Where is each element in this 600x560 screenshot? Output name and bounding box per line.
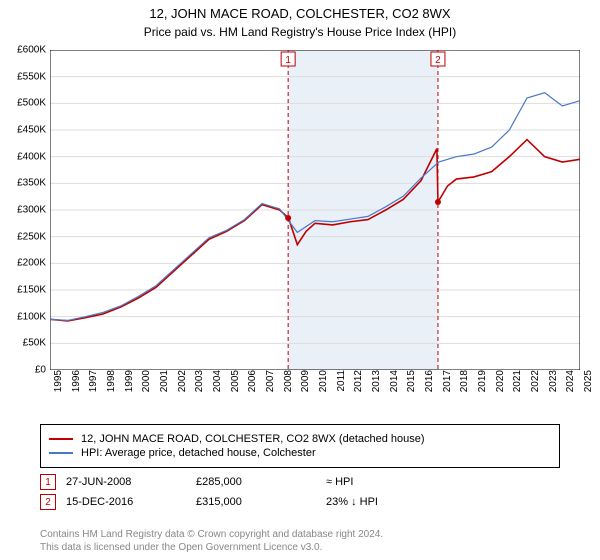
x-tick-label: 2015 [406, 370, 417, 410]
x-tick-label: 2017 [442, 370, 453, 410]
x-tick-label: 2022 [530, 370, 541, 410]
x-tick-label: 2025 [583, 370, 594, 410]
plot-area: 12 [50, 50, 580, 370]
x-tick-label: 2021 [512, 370, 523, 410]
x-tick-label: 2007 [265, 370, 276, 410]
legend-item: HPI: Average price, detached house, Colc… [49, 447, 551, 459]
sale-vs-hpi: 23% ↓ HPI [326, 496, 456, 508]
x-tick-label: 2001 [159, 370, 170, 410]
sale-badge: 2 [40, 494, 56, 510]
legend-swatch [49, 438, 73, 440]
y-tick-label: £200K [17, 258, 46, 269]
x-tick-label: 2012 [353, 370, 364, 410]
x-tick-label: 2023 [548, 370, 559, 410]
y-axis: £0£50K£100K£150K£200K£250K£300K£350K£400… [0, 50, 48, 370]
x-tick-label: 1999 [124, 370, 135, 410]
license-line-2: This data is licensed under the Open Gov… [40, 541, 560, 554]
sale-date: 15-DEC-2016 [66, 496, 196, 508]
svg-text:2: 2 [435, 55, 441, 66]
license-line-1: Contains HM Land Registry data © Crown c… [40, 528, 560, 541]
x-tick-label: 2000 [141, 370, 152, 410]
y-tick-label: £300K [17, 205, 46, 216]
chart-svg: 12 [50, 50, 580, 370]
license-text: Contains HM Land Registry data © Crown c… [40, 528, 560, 554]
y-tick-label: £600K [17, 45, 46, 56]
sale-date: 27-JUN-2008 [66, 476, 196, 488]
svg-text:1: 1 [285, 55, 291, 66]
legend-item: 12, JOHN MACE ROAD, COLCHESTER, CO2 8WX … [49, 433, 551, 445]
y-tick-label: £150K [17, 285, 46, 296]
chart-subtitle: Price paid vs. HM Land Registry's House … [0, 21, 600, 45]
x-tick-label: 2004 [212, 370, 223, 410]
y-tick-label: £450K [17, 125, 46, 136]
chart-container: 12, JOHN MACE ROAD, COLCHESTER, CO2 8WX … [0, 0, 600, 560]
x-tick-label: 1997 [88, 370, 99, 410]
x-axis: 1995 1996 1997 1998 1999 2000 2001 2002 2003 2004… [50, 372, 580, 412]
x-tick-label: 2002 [177, 370, 188, 410]
x-tick-label: 2009 [300, 370, 311, 410]
x-tick-label: 2010 [318, 370, 329, 410]
sale-badge: 1 [40, 474, 56, 490]
x-tick-label: 2020 [495, 370, 506, 410]
sales-table: 1 27-JUN-2008£285,000≈ HPI 2 15-DEC-2016£31… [40, 470, 560, 514]
sale-price: £285,000 [196, 476, 326, 488]
y-tick-label: £250K [17, 231, 46, 242]
y-tick-label: £500K [17, 98, 46, 109]
x-tick-label: 2011 [336, 370, 347, 410]
x-tick-label: 2014 [389, 370, 400, 410]
sale-row: 2 15-DEC-2016£315,00023% ↓ HPI [40, 494, 560, 510]
x-tick-label: 1998 [106, 370, 117, 410]
x-tick-label: 1995 [53, 370, 64, 410]
y-tick-label: £400K [17, 151, 46, 162]
legend-label: HPI: Average price, detached house, Colc… [81, 447, 316, 459]
legend-label: 12, JOHN MACE ROAD, COLCHESTER, CO2 8WX … [81, 433, 425, 445]
sale-row: 1 27-JUN-2008£285,000≈ HPI [40, 474, 560, 490]
x-tick-label: 2018 [459, 370, 470, 410]
y-tick-label: £350K [17, 178, 46, 189]
legend: 12, JOHN MACE ROAD, COLCHESTER, CO2 8WX … [40, 424, 560, 468]
legend-swatch [49, 452, 73, 454]
y-tick-label: £0 [35, 365, 46, 376]
x-tick-label: 2016 [424, 370, 435, 410]
y-tick-label: £100K [17, 311, 46, 322]
y-tick-label: £50K [23, 338, 46, 349]
x-tick-label: 2006 [247, 370, 258, 410]
x-tick-label: 2013 [371, 370, 382, 410]
x-tick-label: 2024 [565, 370, 576, 410]
sale-vs-hpi: ≈ HPI [326, 476, 456, 488]
x-tick-label: 2008 [283, 370, 294, 410]
sale-price: £315,000 [196, 496, 326, 508]
x-tick-label: 2005 [230, 370, 241, 410]
x-tick-label: 2003 [194, 370, 205, 410]
x-tick-label: 2019 [477, 370, 488, 410]
x-tick-label: 1996 [71, 370, 82, 410]
chart-title: 12, JOHN MACE ROAD, COLCHESTER, CO2 8WX [0, 0, 600, 21]
y-tick-label: £550K [17, 71, 46, 82]
